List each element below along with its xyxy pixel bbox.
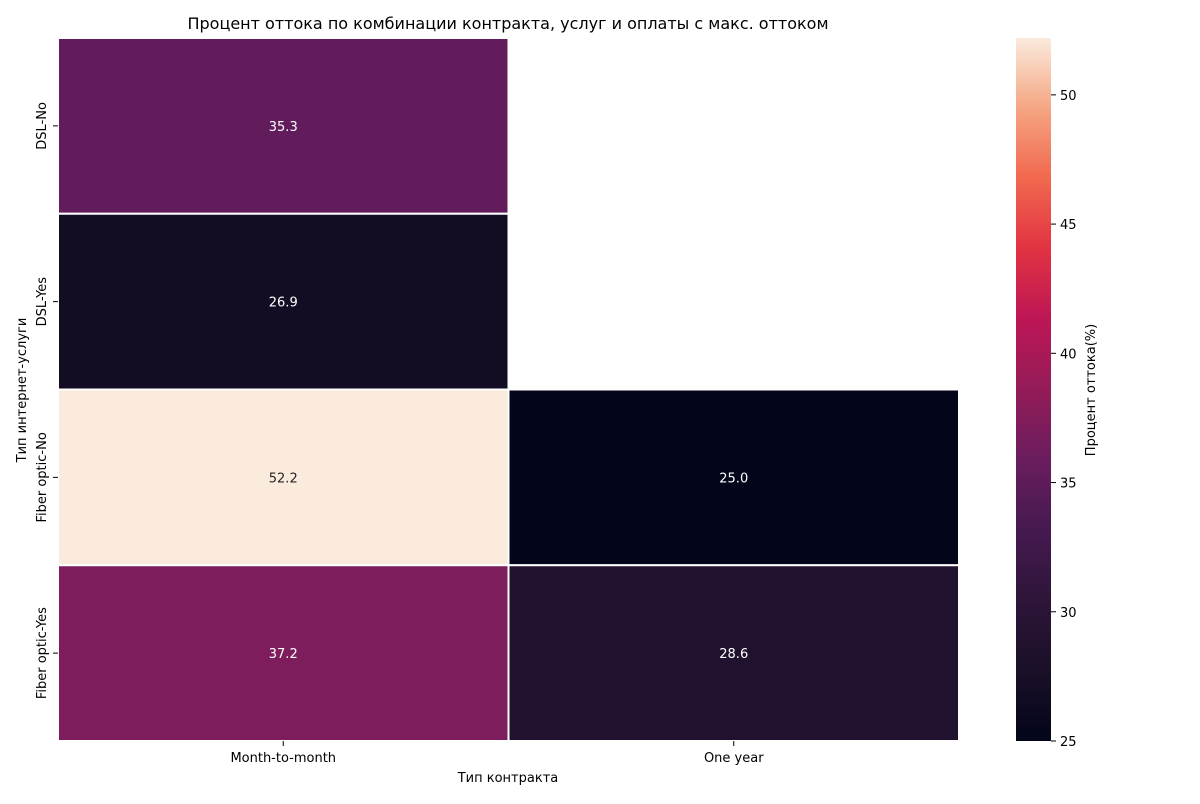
colorbar-label: Процент оттока(%) xyxy=(1084,324,1099,456)
heatmap-cell xyxy=(507,388,960,567)
cell-value-label: 37.2 xyxy=(269,647,298,662)
chart-title: Процент оттока по комбинации контракта, … xyxy=(187,14,828,33)
y-tick-label: DSL-No xyxy=(35,102,50,150)
colorbar-ticks: 25 30 35 40 45 50 xyxy=(1051,89,1077,750)
heatmap-cell xyxy=(57,212,510,391)
colorbar-tick-label: 35 xyxy=(1060,477,1077,492)
x-axis-ticks: Month-to-month One year xyxy=(230,741,764,766)
x-axis-label: Тип контракта xyxy=(457,771,559,786)
heatmap-cell xyxy=(57,388,510,567)
colorbar-tick-label: 50 xyxy=(1060,89,1077,104)
x-tick-label: One year xyxy=(704,751,764,766)
cell-value-label: 52.2 xyxy=(269,471,298,486)
colorbar-tick-label: 30 xyxy=(1060,606,1077,621)
colorbar xyxy=(1016,38,1051,741)
y-axis-label: Тип интернет-услуги xyxy=(15,318,30,464)
cell-value-label: 35.3 xyxy=(269,120,298,135)
heatmap-cell xyxy=(57,37,510,215)
cell-value-label: 26.9 xyxy=(269,296,298,311)
colorbar-tick-label: 40 xyxy=(1060,347,1077,362)
x-tick-label: Month-to-month xyxy=(230,751,336,766)
heatmap-cells xyxy=(57,37,960,742)
heatmap-cell-labels: 35.3 26.9 52.2 25.0 37.2 28.6 xyxy=(269,120,748,662)
y-tick-label: Fiber optic-No xyxy=(35,432,50,522)
heatmap-cell xyxy=(57,564,510,742)
cell-value-label: 25.0 xyxy=(719,471,748,486)
heatmap-cell xyxy=(507,564,960,742)
y-axis-ticks: DSL-No DSL-Yes Fiber optic-No Fiber optic-Y… xyxy=(35,102,58,699)
y-tick-label: DSL-Yes xyxy=(35,277,50,327)
colorbar-tick-label: 45 xyxy=(1060,218,1077,233)
y-tick-label: Fiber optic-Yes xyxy=(35,607,50,699)
colorbar-tick-label: 25 xyxy=(1060,735,1077,750)
cell-value-label: 28.6 xyxy=(719,647,748,662)
